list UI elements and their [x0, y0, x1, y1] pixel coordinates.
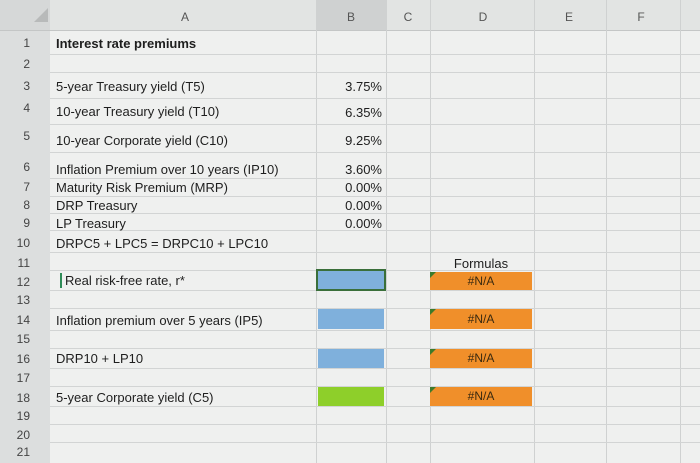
error-indicator-icon — [430, 349, 436, 355]
gridline — [50, 72, 700, 73]
select-all-icon — [34, 8, 48, 22]
column-header-e[interactable]: E — [564, 10, 573, 24]
gridline — [50, 178, 700, 179]
formula-cell-d18[interactable]: #N/A — [430, 387, 532, 406]
input-cell-b12[interactable] — [316, 269, 386, 291]
cell-a8[interactable]: DRP Treasury — [56, 198, 138, 213]
gridline — [534, 0, 535, 463]
row-number[interactable]: 16 — [16, 352, 30, 366]
cell-a14[interactable]: Inflation premium over 5 years (IP5) — [56, 313, 263, 328]
gridline — [50, 124, 700, 125]
row-number[interactable]: 3 — [23, 79, 30, 93]
column-header-a[interactable]: A — [180, 10, 189, 24]
gridline — [606, 0, 607, 463]
gridline — [50, 152, 700, 153]
cell-b7[interactable]: 0.00% — [345, 180, 382, 195]
row-number[interactable]: 14 — [16, 313, 30, 327]
column-header-d[interactable]: D — [478, 10, 488, 24]
gridline — [50, 290, 700, 291]
gridline — [316, 0, 317, 463]
cell-a16[interactable]: DRP10 + LP10 — [56, 351, 144, 366]
column-header-c[interactable]: C — [403, 10, 413, 24]
gridline — [50, 330, 700, 331]
gridline — [386, 0, 387, 463]
row-number[interactable]: 21 — [16, 445, 30, 459]
cell-b9[interactable]: 0.00% — [345, 216, 382, 231]
select-all-corner[interactable] — [0, 0, 50, 30]
input-cell-b14[interactable] — [318, 309, 384, 329]
row-number[interactable]: 6 — [23, 160, 30, 174]
formula-value-d16: #N/A — [467, 351, 495, 365]
cell-b8[interactable]: 0.00% — [345, 198, 382, 213]
row-number[interactable]: 9 — [23, 216, 30, 230]
row-number[interactable]: 1 — [23, 36, 30, 50]
gridline — [50, 270, 700, 271]
error-indicator-icon — [430, 387, 436, 393]
column-b-header-highlight — [316, 0, 386, 30]
gridline — [50, 213, 700, 214]
formula-value-d12: #N/A — [467, 274, 495, 288]
formula-cell-d12[interactable]: #N/A — [430, 272, 532, 290]
column-header-b[interactable]: B — [346, 10, 355, 24]
cell-a10[interactable]: DRPC5 + LPC5 = DRPC10 + LPC10 — [56, 236, 269, 251]
gridline — [50, 230, 700, 231]
gridline — [680, 0, 681, 463]
formula-cell-d14[interactable]: #N/A — [430, 309, 532, 329]
row-number[interactable]: 12 — [16, 275, 30, 289]
row-number[interactable]: 17 — [16, 371, 30, 385]
cell-a5[interactable]: 10-year Corporate yield (C10) — [56, 133, 228, 148]
cell-a3[interactable]: 5-year Treasury yield (T5) — [56, 79, 205, 94]
cell-a7[interactable]: Maturity Risk Premium (MRP) — [56, 180, 228, 195]
gridline — [50, 442, 700, 443]
row-number[interactable]: 8 — [23, 198, 30, 212]
cell-b3[interactable]: 3.75% — [345, 79, 382, 94]
row-number[interactable]: 2 — [23, 57, 30, 71]
cell-b5[interactable]: 9.25% — [345, 133, 382, 148]
error-indicator-icon — [430, 272, 436, 278]
row-header-strip — [0, 0, 50, 463]
row-number[interactable]: 5 — [23, 129, 30, 143]
row-number[interactable]: 18 — [16, 391, 30, 405]
row-number[interactable]: 20 — [16, 428, 30, 442]
cell-a12[interactable]: Real risk-free rate, r* — [60, 273, 185, 288]
row-number[interactable]: 19 — [16, 409, 30, 423]
cell-a6[interactable]: Inflation Premium over 10 years (IP10) — [56, 162, 279, 177]
formula-cell-d16[interactable]: #N/A — [430, 349, 532, 368]
gridline — [50, 308, 700, 309]
gridline — [50, 348, 700, 349]
gridline — [50, 406, 700, 407]
cell-a9[interactable]: LP Treasury — [56, 216, 126, 231]
formulas-header: Formulas — [453, 256, 509, 271]
sheet-title[interactable]: Interest rate premiums — [56, 36, 197, 51]
output-cell-b18[interactable] — [318, 387, 384, 406]
gridline — [50, 368, 700, 369]
input-cell-b16[interactable] — [318, 349, 384, 368]
row-number[interactable]: 10 — [16, 236, 30, 250]
gridline — [430, 0, 431, 463]
gridline — [50, 386, 700, 387]
formula-value-d14: #N/A — [467, 312, 495, 326]
cell-a18[interactable]: 5-year Corporate yield (C5) — [56, 390, 214, 405]
cell-b4[interactable]: 6.35% — [345, 105, 382, 120]
cell-b6[interactable]: 3.60% — [345, 162, 382, 177]
formula-value-d18: #N/A — [467, 389, 495, 403]
gridline — [50, 98, 700, 99]
error-indicator-icon — [430, 309, 436, 315]
row-number[interactable]: 7 — [23, 180, 30, 194]
gridline — [50, 252, 700, 253]
gridline — [50, 424, 700, 425]
row-number[interactable]: 11 — [17, 256, 30, 270]
gridline — [50, 196, 700, 197]
column-header-f[interactable]: F — [637, 10, 645, 24]
cell-a4[interactable]: 10-year Treasury yield (T10) — [56, 104, 220, 119]
row-number[interactable]: 15 — [16, 332, 30, 346]
row-number[interactable]: 13 — [16, 293, 30, 307]
gridline — [50, 54, 700, 55]
row-number[interactable]: 4 — [23, 101, 30, 115]
